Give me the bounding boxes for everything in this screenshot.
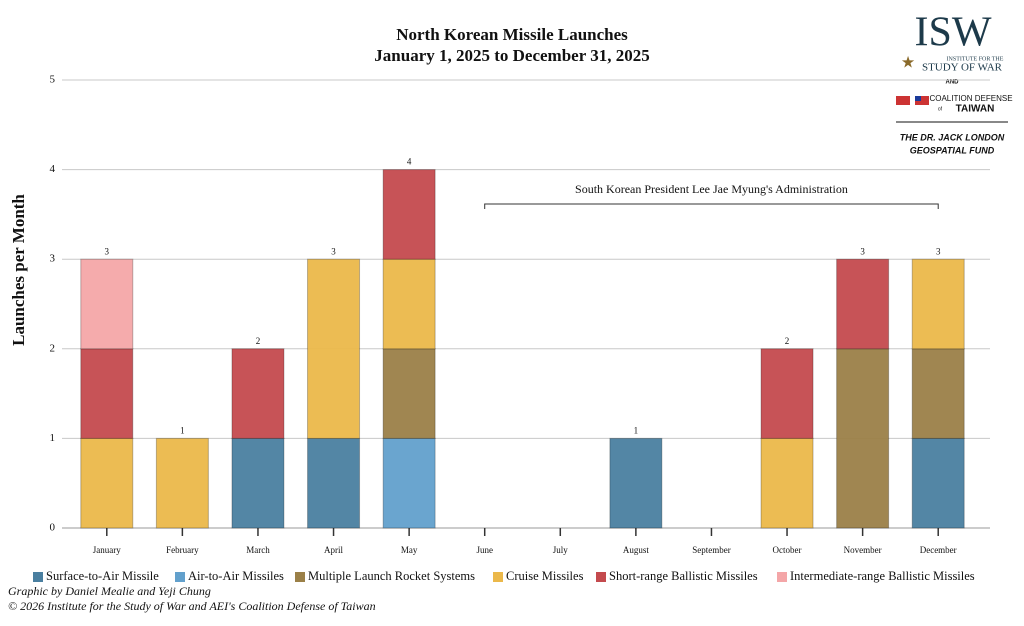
logo-text: TAIWAN: [956, 104, 995, 115]
footer-copyright: © 2026 Institute for the Study of War an…: [8, 599, 376, 613]
flag: [915, 96, 921, 101]
logo: ISW INSTITUTE FOR THE STUDY OF WAR ★ AND…: [896, 10, 1013, 155]
y-tick-label: 1: [50, 432, 56, 444]
bar-segment: [911, 437, 965, 529]
bar-segment: [760, 437, 814, 529]
logo-name: ISW: [915, 10, 992, 56]
bar-segment: [911, 348, 965, 439]
bar-segment: [307, 258, 361, 439]
bar-segment: [382, 437, 436, 529]
annotation: South Korean President Lee Jae Myung's A…: [575, 182, 848, 196]
logo-text: AND: [946, 80, 960, 86]
x-tick-label: September: [692, 545, 731, 555]
logo-text: STUDY OF WAR: [922, 62, 1003, 74]
total-label: 3: [936, 246, 941, 256]
bar-segment: [760, 348, 814, 439]
legend-swatch: [493, 572, 503, 582]
logo-text: THE DR. JACK LONDON: [900, 132, 1005, 142]
chart-title: North Korean Missile Launches: [396, 25, 628, 44]
annotation-bracket: [484, 203, 939, 209]
legend-label: Air-to-Air Missiles: [188, 569, 284, 583]
bar-segment: [231, 437, 285, 529]
bar-segment: [836, 348, 890, 529]
legend-label: Multiple Launch Rocket Systems: [308, 569, 475, 583]
legend-swatch: [175, 572, 185, 582]
total-label: 3: [860, 246, 865, 256]
y-tick-label: 5: [50, 74, 56, 86]
logo-star: ★: [901, 55, 915, 72]
total-label: 3: [105, 246, 110, 256]
x-tick-label: July: [553, 545, 569, 555]
legend-swatch: [777, 572, 787, 582]
bar-segment: [307, 437, 361, 529]
logo-text: of: [938, 106, 943, 112]
x-tick-label: April: [324, 545, 343, 555]
legend-label: Cruise Missiles: [506, 569, 584, 583]
x-tick-label: August: [623, 545, 650, 555]
logo-text: INSTITUTE FOR THE: [947, 56, 1004, 62]
y-tick-label: 3: [50, 253, 56, 265]
logo-text: GEOSPATIAL FUND: [910, 145, 995, 155]
total-label: 2: [785, 336, 790, 346]
y-tick-label: 2: [50, 342, 56, 354]
footer-credit: Graphic by Daniel Mealie and Yeji Chung: [8, 584, 211, 598]
total-label: 1: [180, 425, 185, 435]
y-tick-label: 0: [50, 522, 56, 534]
x-tick-label: February: [166, 545, 199, 555]
x-tick-label: June: [476, 545, 493, 555]
total-label: 4: [407, 157, 412, 167]
x-tick-label: January: [93, 545, 121, 555]
bar-segment: [80, 437, 134, 529]
y-tick-label: 4: [50, 163, 56, 175]
flag: [896, 96, 910, 105]
legend-label: Short-range Ballistic Missiles: [609, 569, 758, 583]
bar-segment: [911, 258, 965, 350]
x-tick-label: December: [920, 545, 957, 555]
chart-subtitle: January 1, 2025 to December 31, 2025: [374, 46, 649, 65]
bar-segment: [609, 437, 663, 529]
logo-text: COALITION DEFENSE: [929, 94, 1012, 103]
x-tick-label: October: [773, 545, 802, 555]
legend-label: Intermediate-range Ballistic Missiles: [790, 569, 975, 583]
x-tick-label: May: [401, 545, 418, 555]
bar-segment: [382, 169, 436, 260]
bar-segment: [155, 437, 209, 529]
legend-swatch: [295, 572, 305, 582]
bar-segment: [80, 348, 134, 439]
y-axis-label: Launches per Month: [9, 194, 28, 346]
legend-swatch: [33, 572, 43, 582]
total-label: 2: [256, 336, 261, 346]
x-tick-label: March: [246, 545, 270, 555]
bar-segment: [836, 258, 890, 350]
legend-swatch: [596, 572, 606, 582]
total-label: 1: [634, 425, 639, 435]
x-tick-label: November: [844, 545, 882, 555]
bar-segment: [231, 348, 285, 439]
total-label: 3: [331, 246, 336, 256]
flag: [915, 96, 929, 105]
bar-segment: [80, 258, 134, 350]
bar-segment: [382, 348, 436, 439]
bar-segment: [382, 258, 436, 350]
legend-label: Surface-to-Air Missile: [46, 569, 159, 583]
